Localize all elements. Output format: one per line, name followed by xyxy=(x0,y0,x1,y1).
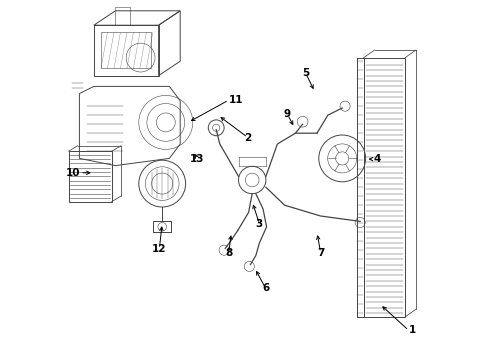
Text: 1: 1 xyxy=(409,325,416,336)
Text: 8: 8 xyxy=(225,248,232,258)
Text: 3: 3 xyxy=(256,219,263,229)
Text: 5: 5 xyxy=(302,68,309,78)
Text: 6: 6 xyxy=(262,283,269,293)
Text: 11: 11 xyxy=(229,95,244,105)
Text: 7: 7 xyxy=(317,248,324,258)
Text: 13: 13 xyxy=(190,154,205,164)
Text: 2: 2 xyxy=(244,132,251,143)
Text: 10: 10 xyxy=(66,168,80,178)
Text: 9: 9 xyxy=(284,109,291,120)
Text: 12: 12 xyxy=(152,244,167,254)
Text: 4: 4 xyxy=(374,154,381,164)
